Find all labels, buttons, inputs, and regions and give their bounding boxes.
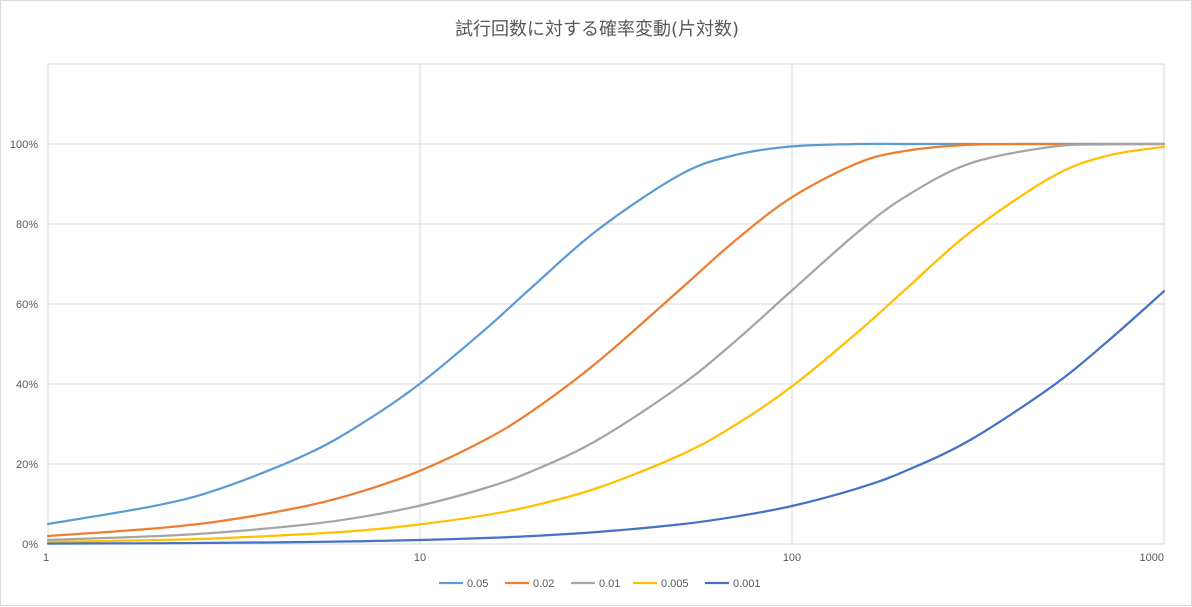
y-axis-ticks: 0% 20% 40% 60% 80% 100% <box>10 139 38 551</box>
chart-title: 試行回数に対する確率変動(片対数) <box>455 19 739 40</box>
series-line-0-005 <box>46 145 1166 544</box>
legend-label: 0.05 <box>467 578 488 590</box>
legend: 0.05 0.02 0.01 0.005 0.001 <box>439 578 761 590</box>
series-line-0-001 <box>46 290 1166 545</box>
legend-item: 0.02 <box>505 578 554 590</box>
y-tick-label: 0% <box>22 539 38 551</box>
series-line-0-02 <box>46 142 1166 538</box>
legend-label: 0.01 <box>599 578 620 590</box>
legend-item: 0.05 <box>439 578 488 590</box>
legend-item: 0.01 <box>571 578 620 590</box>
y-tick-label: 100% <box>10 139 38 151</box>
series-line-0-05 <box>46 142 1166 526</box>
y-tick-label: 60% <box>16 299 38 311</box>
grid-lines <box>47 63 1165 545</box>
x-tick-label: 1000 <box>1140 552 1164 564</box>
x-axis-ticks: 1 10 100 1000 <box>43 552 1164 564</box>
legend-label: 0.005 <box>661 578 689 590</box>
y-tick-label: 40% <box>16 379 38 391</box>
x-tick-label: 100 <box>783 552 801 564</box>
y-tick-label: 80% <box>16 219 38 231</box>
legend-label: 0.001 <box>733 578 761 590</box>
series-lines <box>46 142 1166 545</box>
x-tick-label: 1 <box>43 552 49 564</box>
legend-item: 0.001 <box>705 578 761 590</box>
y-tick-label: 20% <box>16 459 38 471</box>
legend-label: 0.02 <box>533 578 554 590</box>
legend-item: 0.005 <box>633 578 689 590</box>
x-tick-label: 10 <box>414 552 426 564</box>
series-line-0-01 <box>46 142 1166 542</box>
